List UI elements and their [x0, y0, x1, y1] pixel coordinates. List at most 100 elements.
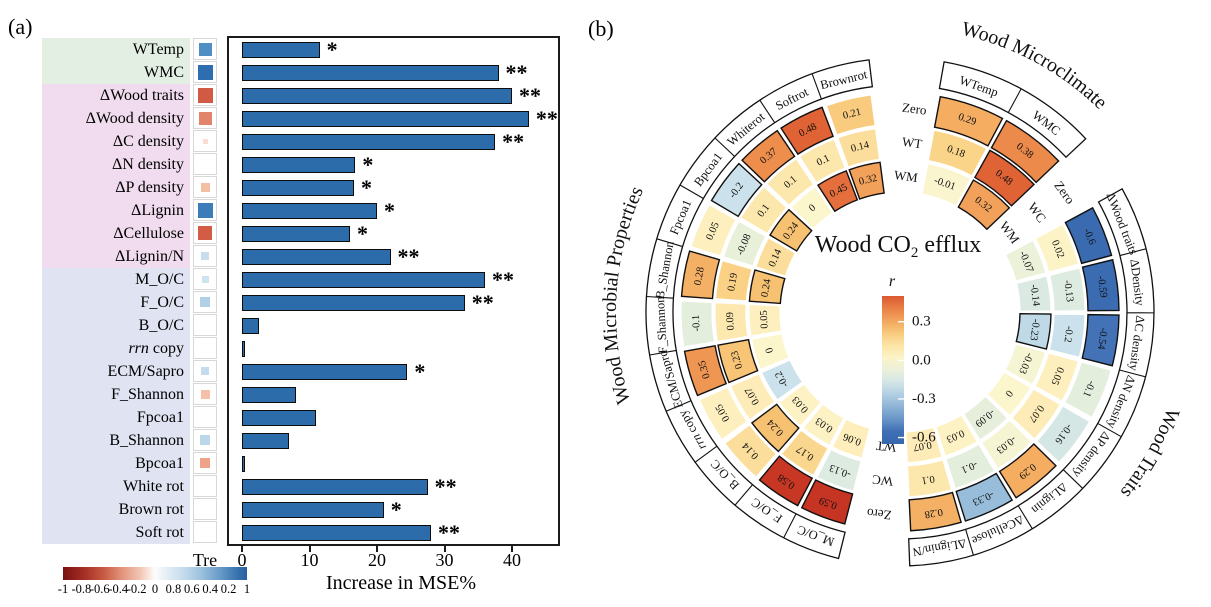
- x-tick-label: 10: [300, 550, 319, 570]
- significance-stars: *: [362, 152, 374, 177]
- ring-cell: [908, 491, 962, 532]
- tre-cell: [193, 383, 217, 405]
- tre-column-header: Tre: [192, 550, 218, 570]
- ring-cell: [769, 208, 813, 252]
- significance-stars: *: [326, 37, 338, 62]
- cell-value: 0.07: [912, 439, 932, 453]
- group-label: Wood Microbial Properties: [599, 183, 648, 407]
- bar: [242, 363, 408, 380]
- ring-cell: [741, 129, 796, 183]
- ring-cell: [750, 332, 790, 371]
- sector-divider: [1097, 422, 1122, 438]
- colorbar-tick-label: -0.6: [89, 582, 110, 596]
- cell-value: -0.14: [1028, 284, 1042, 308]
- sector-divider: [1017, 505, 1033, 530]
- ring-cell: [1004, 343, 1047, 386]
- significance-stars: **: [502, 129, 525, 154]
- bar: [242, 133, 496, 150]
- ring-cell: [1015, 275, 1052, 312]
- tre-cell: [193, 475, 217, 497]
- ring-cell: [722, 220, 767, 267]
- significance-stars: *: [414, 359, 426, 384]
- bar: [242, 110, 529, 127]
- colorbar-tick-label: 0.6: [183, 582, 200, 596]
- significance-stars: *: [390, 497, 402, 522]
- panel-tag-b: (b): [588, 16, 614, 41]
- tre-square: [201, 275, 209, 283]
- ring-cell: [748, 303, 783, 337]
- bar: [242, 501, 384, 518]
- sector-divider: [714, 137, 736, 157]
- tre-cell: [193, 314, 217, 336]
- bar: [242, 432, 290, 449]
- cell-value: 0.05: [759, 310, 771, 329]
- ring-cell: [778, 383, 822, 427]
- r-legend-tick-label: 0.3: [912, 314, 931, 330]
- ring-cell: [831, 418, 871, 459]
- colorbar-tick-label: -1: [57, 582, 69, 596]
- tre-square: [198, 111, 212, 125]
- x-tick-label: 40: [503, 550, 521, 570]
- ring-gap-label: WC: [1025, 200, 1049, 226]
- significance-stars: *: [384, 198, 395, 223]
- row-label: ΔN density: [42, 153, 190, 176]
- ring-gap-label: WT: [901, 134, 923, 152]
- sector-divider: [734, 484, 753, 506]
- ring-cell: [690, 203, 738, 257]
- tre-square: [200, 458, 210, 468]
- ring-cell: [1004, 239, 1047, 282]
- ring-cell: [1011, 388, 1062, 440]
- significance-stars: **: [492, 267, 514, 292]
- ring-cell: [957, 179, 1011, 231]
- ring-cell: [723, 423, 778, 478]
- ring-cell: [798, 138, 846, 184]
- ring-cell: [750, 403, 800, 453]
- significance-stars: **: [519, 83, 541, 108]
- tre-cell: [193, 153, 217, 175]
- tre-cell: [193, 176, 217, 198]
- row-label: M_O/C: [42, 268, 190, 291]
- sector-label: ΔDensity: [1127, 258, 1147, 307]
- center-title: Wood CO2 efflux: [815, 232, 981, 261]
- x-tick: [376, 546, 378, 552]
- sector-divider: [1007, 88, 1022, 113]
- row-label: ECM/Sapro: [42, 360, 190, 383]
- ring-cell: [1048, 267, 1086, 312]
- ring-cell: [729, 372, 776, 421]
- x-tick-label: 30: [435, 550, 454, 570]
- ring-cell: [710, 162, 763, 218]
- tre-square: [201, 367, 209, 375]
- sector-divider: [679, 184, 704, 199]
- bar: [242, 41, 320, 58]
- significance-stars: **: [397, 244, 420, 269]
- x-tick: [241, 546, 243, 552]
- cell-value: 0.32: [858, 173, 878, 188]
- cell-value: 0.28: [924, 506, 944, 520]
- cell-value: 0.1: [815, 153, 832, 169]
- x-tick: [308, 546, 311, 552]
- sector-divider: [646, 295, 674, 299]
- cell-value: 0.19: [726, 272, 740, 292]
- row-label: B_O/C: [42, 314, 190, 337]
- ring-cell: [698, 386, 749, 441]
- tre-cell: [193, 452, 217, 474]
- ring-gap-label: WC: [871, 472, 893, 489]
- tre-cell: [193, 245, 217, 267]
- colorbar-tick-label: -0.4: [108, 582, 129, 596]
- significance-stars: **: [471, 290, 494, 315]
- tre-cell: [193, 130, 217, 152]
- bar: [242, 248, 391, 265]
- sector-divider: [1119, 248, 1147, 257]
- ring-cell: [739, 185, 788, 235]
- ring-cell: [755, 237, 797, 277]
- cell-value: 0.24: [760, 277, 774, 298]
- tre-square: [201, 252, 209, 260]
- sector-divider: [656, 238, 683, 248]
- row-label: ΔCellulose: [42, 222, 190, 245]
- group-band: [938, 61, 1087, 159]
- sector-label: F_Shannon: [653, 295, 670, 353]
- group-band: [908, 187, 1155, 567]
- cell-value: 0.28: [693, 266, 707, 286]
- ring-cell: [921, 162, 972, 207]
